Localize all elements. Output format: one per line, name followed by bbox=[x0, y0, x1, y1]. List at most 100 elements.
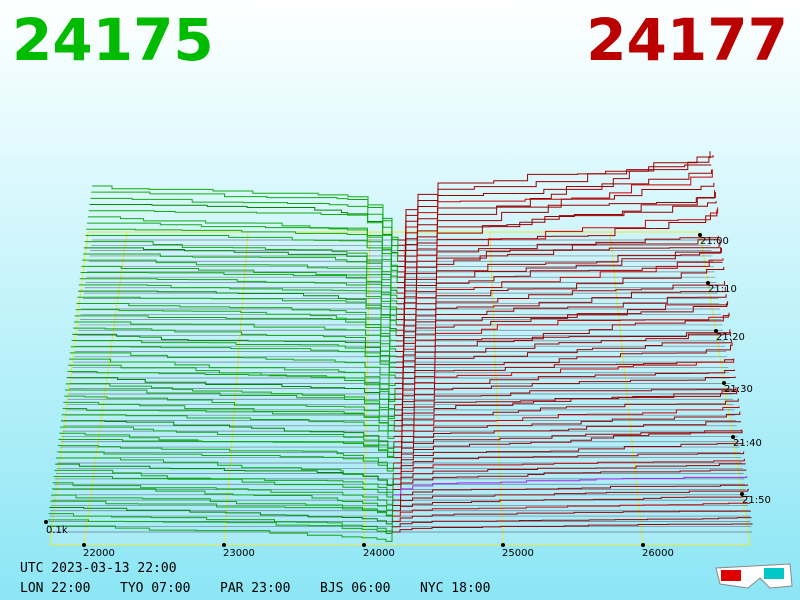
bid-depth bbox=[80, 272, 397, 315]
bid-depth bbox=[84, 241, 398, 289]
ask-depth bbox=[396, 240, 721, 310]
ask-depth bbox=[392, 484, 748, 501]
ask-depth bbox=[394, 342, 733, 395]
tick-dot bbox=[731, 435, 735, 439]
bid-depth bbox=[54, 469, 394, 493]
time-tick-label: 21:50 bbox=[742, 495, 771, 506]
ask-depth bbox=[394, 387, 737, 422]
bid-depth bbox=[85, 234, 398, 283]
ask-depth bbox=[392, 463, 746, 485]
bid-depth bbox=[62, 408, 395, 432]
bid-depth bbox=[57, 445, 394, 469]
bid-depth bbox=[78, 284, 397, 325]
bid-depth bbox=[53, 476, 394, 498]
ask-depth bbox=[394, 358, 735, 406]
bid-depth bbox=[67, 370, 396, 402]
bid-price: 24175 bbox=[12, 6, 214, 74]
bid-depth bbox=[91, 191, 399, 246]
ask-depth bbox=[393, 443, 744, 469]
bid-depth bbox=[90, 197, 399, 251]
price-tick-label: 25000 bbox=[502, 548, 534, 559]
bid-depth bbox=[83, 253, 398, 299]
bid-depth bbox=[77, 296, 397, 336]
bid-depth bbox=[72, 333, 396, 368]
bid-depth bbox=[87, 216, 398, 267]
price-tick-label: 23000 bbox=[223, 548, 255, 559]
time-tick-label: 21:40 bbox=[733, 438, 762, 449]
ask-depth bbox=[393, 429, 742, 459]
city-clock: NYC 18:00 bbox=[420, 581, 490, 596]
bid-depth bbox=[87, 222, 398, 272]
ask-depth bbox=[392, 496, 750, 512]
bid-depth bbox=[47, 519, 393, 535]
ask-depth bbox=[392, 510, 751, 522]
city-clock: TYO 07:00 bbox=[120, 581, 190, 596]
ask-depth bbox=[397, 155, 714, 262]
price-tick-label: 26000 bbox=[642, 548, 674, 559]
ask-depth bbox=[394, 376, 736, 416]
ask-depth bbox=[395, 332, 732, 384]
price-tick-label: 24000 bbox=[363, 548, 395, 559]
tick-dot bbox=[362, 543, 366, 547]
city-clock: BJS 06:00 bbox=[320, 581, 390, 596]
time-tick-label: 21:10 bbox=[708, 284, 737, 295]
ask-depth bbox=[393, 421, 742, 453]
bid-depth bbox=[86, 228, 398, 278]
tick-dot bbox=[722, 381, 726, 385]
tick-dot bbox=[714, 329, 718, 333]
anaglyph-glasses[interactable] bbox=[715, 563, 793, 589]
bid-depth bbox=[79, 278, 397, 320]
tick-dot bbox=[740, 492, 744, 496]
ask-depth bbox=[393, 398, 739, 437]
bid-depth bbox=[49, 506, 393, 525]
ask-depth bbox=[397, 201, 717, 283]
bid-depth bbox=[73, 327, 396, 364]
ask-depth bbox=[396, 261, 723, 326]
ask-depth bbox=[397, 192, 716, 278]
scale-label: 0.1k bbox=[46, 525, 68, 536]
bid-depth bbox=[89, 204, 399, 256]
bid-depth bbox=[59, 432, 395, 457]
tick-dot bbox=[706, 281, 710, 285]
bid-depth bbox=[66, 377, 396, 410]
city-clock: LON 22:00 bbox=[20, 581, 90, 596]
bid-depth bbox=[60, 426, 395, 453]
ask-depth bbox=[393, 406, 740, 443]
bid-depth bbox=[76, 302, 397, 341]
bid-depth bbox=[61, 414, 395, 439]
bid-depth bbox=[78, 290, 397, 331]
bid-depth bbox=[74, 315, 397, 352]
ask-depth bbox=[392, 502, 751, 517]
bid-depth bbox=[48, 513, 393, 532]
ask-depth bbox=[393, 451, 745, 475]
ask-depth bbox=[392, 488, 749, 506]
ask-depth bbox=[392, 523, 753, 533]
bid-depth bbox=[47, 525, 393, 542]
price-tick-label: 22000 bbox=[83, 548, 115, 559]
time-tick-label: 21:00 bbox=[700, 236, 729, 247]
bid-depth bbox=[69, 358, 396, 396]
bid-depth bbox=[56, 451, 394, 472]
ask-depth bbox=[395, 312, 730, 374]
tick-dot bbox=[222, 543, 226, 547]
time-tick-label: 21:30 bbox=[724, 384, 753, 395]
timestamp: UTC 2023-03-13 22:00 bbox=[20, 561, 177, 576]
bid-depth bbox=[81, 265, 398, 310]
bid-depth bbox=[51, 494, 394, 516]
tick-dot bbox=[641, 543, 645, 547]
grid-line bbox=[49, 231, 89, 546]
bid-depth bbox=[71, 340, 396, 373]
bid-depth bbox=[55, 463, 394, 486]
tick-dot bbox=[82, 543, 86, 547]
bid-depth bbox=[74, 321, 397, 357]
bid-depth bbox=[64, 395, 395, 426]
bid-depth bbox=[51, 488, 394, 511]
ask-depth bbox=[393, 430, 743, 464]
time-tick-label: 21:20 bbox=[716, 332, 745, 343]
ask-depth bbox=[396, 267, 725, 337]
ask-depth bbox=[397, 209, 718, 289]
ask-depth bbox=[393, 458, 745, 480]
ask-depth bbox=[393, 411, 741, 448]
